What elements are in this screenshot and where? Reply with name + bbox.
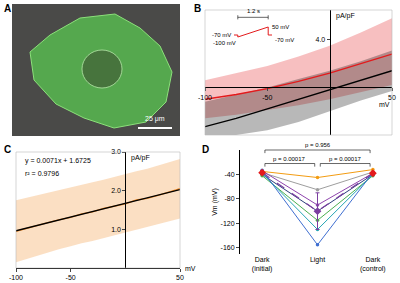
svg-text:A: A xyxy=(4,3,11,14)
svg-text:50 mV: 50 mV xyxy=(272,24,289,30)
svg-text:1.2 s: 1.2 s xyxy=(247,8,260,14)
svg-text:4.0: 4.0 xyxy=(316,36,326,43)
svg-text:-70 mV: -70 mV xyxy=(212,32,231,38)
svg-text:Dark(control): Dark(control) xyxy=(360,256,386,273)
svg-text:2.0: 2.0 xyxy=(111,187,121,194)
svg-text:B: B xyxy=(194,3,201,14)
svg-text:-80: -80 xyxy=(224,195,234,202)
svg-text:-40: -40 xyxy=(224,171,234,178)
svg-text:p = 0.956: p = 0.956 xyxy=(305,142,331,148)
svg-text:p = 0.00017: p = 0.00017 xyxy=(329,156,362,162)
svg-text:pA/pF: pA/pF xyxy=(336,12,355,20)
svg-text:1.0: 1.0 xyxy=(111,226,121,233)
svg-text:mV: mV xyxy=(185,265,196,272)
svg-text:C: C xyxy=(4,144,11,155)
svg-text:50: 50 xyxy=(176,274,184,281)
svg-text:-100 mV: -100 mV xyxy=(213,40,236,46)
svg-text:r² = 0.9796: r² = 0.9796 xyxy=(25,170,59,177)
svg-text:-120: -120 xyxy=(221,220,235,227)
svg-text:Vm (mV): Vm (mV) xyxy=(211,188,219,216)
svg-text:50: 50 xyxy=(388,94,396,101)
svg-text:y = 0.0071x + 1.6725: y = 0.0071x + 1.6725 xyxy=(25,157,91,165)
svg-text:pA/pF: pA/pF xyxy=(131,154,150,162)
svg-text:-70 mV: -70 mV xyxy=(275,37,294,43)
svg-text:Dark(initial): Dark(initial) xyxy=(252,256,273,273)
svg-text:25 μm: 25 μm xyxy=(145,115,165,123)
svg-text:p = 0.00017: p = 0.00017 xyxy=(273,156,306,162)
svg-text:-100: -100 xyxy=(198,94,212,101)
svg-text:-50: -50 xyxy=(66,274,76,281)
svg-text:Light: Light xyxy=(310,256,325,264)
svg-text:mV: mV xyxy=(379,101,390,108)
svg-text:-100: -100 xyxy=(9,274,23,281)
svg-text:-50: -50 xyxy=(262,94,272,101)
svg-text:-160: -160 xyxy=(221,244,235,251)
svg-text:3.0: 3.0 xyxy=(111,148,121,155)
svg-text:D: D xyxy=(202,144,209,155)
